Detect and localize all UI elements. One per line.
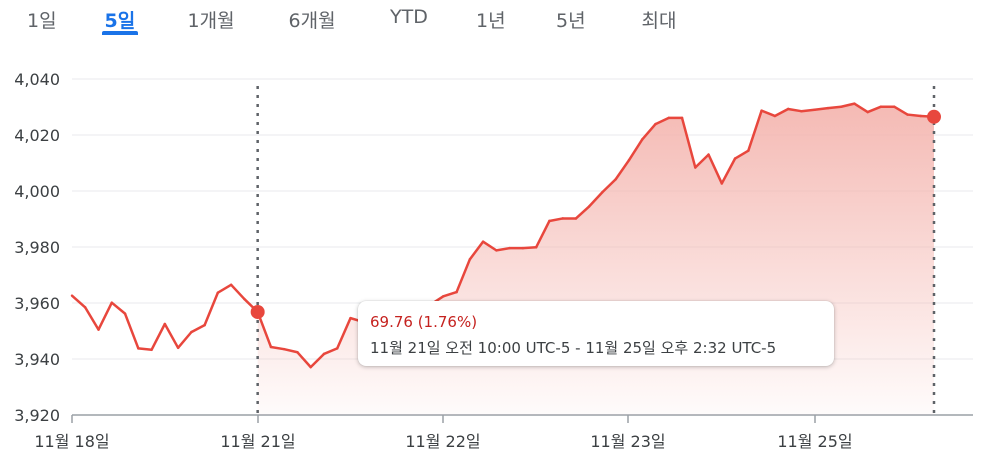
y-tick-label-1: 4,020 (14, 126, 60, 145)
chart-tooltip: 69.76 (1.76%) 11월 21일 오전 10:00 UTC-5 - 1… (358, 301, 834, 366)
price-line-segment (442, 290, 458, 298)
price-line-segment (176, 330, 193, 350)
price-line-segment (587, 190, 604, 208)
price-line-segment (680, 116, 697, 169)
price-line-segment (760, 109, 777, 118)
active-tab-indicator (102, 31, 138, 35)
x-tick-label-2: 11월 22일 (405, 432, 480, 451)
x-tick-label-4: 11월 25일 (777, 432, 852, 451)
price-line-segment (84, 306, 100, 331)
price-line-segment (694, 153, 710, 169)
price-line-segment (813, 106, 830, 112)
price-line-segment (150, 322, 167, 352)
y-tick-label-4: 3,960 (14, 294, 60, 313)
price-line-segment (574, 205, 591, 220)
price-line-segment (892, 105, 909, 116)
price-line-segment (601, 177, 617, 194)
range-tab-0[interactable]: 1일 (27, 10, 57, 32)
price-line-segment (906, 113, 922, 118)
price-line-segment (309, 352, 326, 369)
price-line-segment (190, 323, 206, 334)
price-line-segment (110, 301, 127, 315)
price-line-segment (853, 102, 869, 114)
price-line-segment (866, 105, 883, 114)
price-line-segment (800, 108, 816, 113)
price-line-segment (826, 105, 843, 110)
range-tab-3[interactable]: 6개월 (288, 10, 336, 32)
range-tab-5[interactable]: 1년 (476, 10, 506, 32)
price-line-segment (335, 316, 352, 350)
range-tab-6[interactable]: 5년 (556, 10, 586, 32)
tooltip-range: 11월 21일 오전 10:00 UTC-5 - 11월 25일 오후 2:32… (370, 339, 777, 357)
price-line-segment (123, 312, 140, 350)
price-line-segment (97, 301, 114, 331)
x-tick-label-0: 11월 18일 (34, 432, 109, 451)
price-line-segment (521, 246, 538, 250)
y-tick-label-2: 4,000 (14, 182, 60, 201)
price-line-segment (269, 345, 286, 351)
price-line-segment (534, 219, 551, 249)
x-tick-label-3: 11월 23일 (590, 432, 665, 451)
price-line-segment (282, 347, 299, 354)
selection-area-fill (257, 103, 935, 415)
price-line-segment (548, 217, 564, 223)
price-line-segment (229, 283, 246, 301)
price-line-segment (640, 122, 657, 141)
price-line-segment (654, 116, 671, 126)
price-line-segment (614, 158, 631, 181)
price-line-segment (70, 294, 87, 309)
range-tab-4[interactable]: YTD (390, 6, 428, 28)
price-line-segment (839, 102, 856, 108)
range-tab-7[interactable]: 최대 (641, 10, 677, 32)
price-line-segment (773, 107, 790, 118)
price-line-segment (495, 246, 511, 252)
price-line-segment (296, 351, 312, 369)
selection-start-marker (250, 304, 265, 319)
price-line-segment (720, 157, 737, 185)
y-tick-label-5: 3,940 (14, 350, 60, 369)
price-line-segment (455, 258, 472, 294)
tooltip-change: 69.76 (1.76%) (370, 313, 478, 331)
price-line-segment (747, 109, 763, 152)
y-tick-label-6: 3,920 (14, 406, 60, 425)
price-line-segment (786, 107, 803, 113)
price-line-segment (468, 240, 485, 261)
range-tab-1[interactable]: 5일 (104, 10, 136, 32)
selection-end-marker (927, 109, 941, 124)
y-tick-label-3: 3,980 (14, 238, 60, 257)
price-line-segment (707, 153, 724, 185)
y-tick-label-0: 4,040 (14, 70, 60, 89)
price-line-segment (481, 240, 498, 252)
price-line-segment (733, 149, 750, 160)
price-line-segment (137, 347, 153, 352)
price-line-segment (322, 347, 339, 356)
price-line-segment (627, 138, 644, 162)
range-tabs: 1일 5일 1개월 6개월 YTD 1년 5년 최대 (0, 0, 981, 40)
price-line-segment (203, 291, 220, 327)
price-line-segment (216, 283, 233, 294)
range-tab-2[interactable]: 1개월 (187, 10, 235, 32)
price-line-segment (163, 322, 180, 350)
x-tick-label-1: 11월 21일 (220, 432, 295, 451)
